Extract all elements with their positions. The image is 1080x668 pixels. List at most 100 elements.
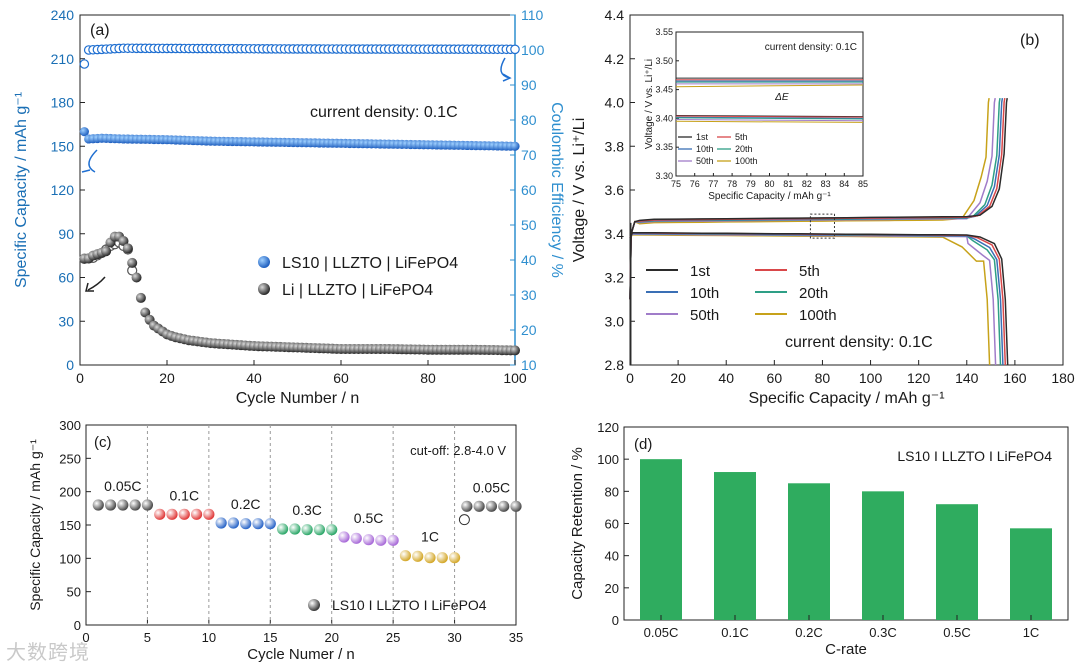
panel-a-label: (a)	[90, 22, 110, 39]
li-capacity-point	[127, 257, 138, 268]
panel-c-label: (c)	[94, 434, 112, 451]
rate-point-0.05C	[498, 500, 510, 512]
li-capacity-point	[140, 307, 151, 318]
li-capacity-point	[101, 246, 112, 257]
rate-point-0.1C	[203, 508, 215, 520]
ls10-ce-point	[79, 59, 90, 69]
discharge-curve-1st	[629, 231, 1009, 366]
legend-label-100th: 100th	[799, 307, 837, 324]
panel-a-y2-tick-label: 60	[521, 182, 537, 198]
legend-label-20th: 20th	[799, 285, 828, 302]
ce-arrow-head	[502, 73, 512, 82]
rate-point-0.5C	[375, 534, 387, 546]
panel-c-x-tick-label: 30	[447, 630, 461, 645]
inset-legend-label-5th: 5th	[735, 132, 748, 142]
panel-c-x-tick-label: 0	[82, 630, 89, 645]
rate-point-0.1C	[178, 508, 190, 520]
panel-c-y-tick-label: 250	[59, 451, 81, 466]
rate-point-0.3C	[301, 524, 313, 536]
zoom-box	[809, 213, 835, 239]
panel-a-y2-tick-label: 10	[521, 357, 537, 373]
rate-point-0.1C	[154, 508, 166, 520]
ls10-capacity-point	[79, 127, 89, 137]
rate-label-0.05C: 0.05C	[104, 478, 141, 494]
panel-a-y-tick-label: 180	[51, 95, 75, 111]
rate-point-0.05C	[129, 499, 141, 511]
panel-c-y-tick-label: 150	[59, 518, 81, 533]
inset-y-tick-label: 3.40	[655, 113, 673, 123]
panel-b-x-tick-label: 140	[955, 370, 979, 386]
rate-point-0.2C	[227, 517, 240, 529]
panel-a-x-tick-label: 20	[159, 370, 175, 386]
panel-c-x-tick-label: 35	[509, 630, 523, 645]
panel-a-y2-axis-label: Coulombic Efficiency / %	[548, 102, 565, 278]
rate-point-0.3C	[289, 523, 301, 535]
retention-bar-0.5C	[936, 504, 978, 620]
watermark-text: 大数跨境	[6, 640, 90, 664]
panel-a-y2-tick-label: 40	[521, 252, 537, 268]
retention-bar-1C	[1010, 528, 1052, 620]
inset-x-tick-label: 84	[839, 179, 849, 189]
inset-discharge-line-10th	[675, 116, 864, 119]
panel-b-x-tick-label: 60	[767, 370, 783, 386]
rate-point-0.05C	[104, 499, 117, 511]
panel-d-y-tick-label: 100	[597, 452, 619, 467]
panel-d-x-tick-label: 0.1C	[721, 625, 748, 640]
rate-point-0.2C	[252, 518, 264, 530]
panel-d-x-tick-label: 0.2C	[795, 625, 822, 640]
inset-x-tick-label: 80	[764, 179, 774, 189]
rate-point-0.1C	[166, 508, 178, 520]
panel-a-y-axis-label: Specific Capacity / mAh g⁻¹	[13, 92, 30, 288]
inset-x-tick-label: 79	[746, 179, 756, 189]
retention-bar-0.1C	[714, 472, 756, 620]
panel-d-x-axis-label: C-rate	[825, 641, 867, 658]
inset-legend-label-100th: 100th	[735, 156, 758, 166]
panel-c-y-tick-label: 50	[67, 585, 81, 600]
rate-point-0.5C	[362, 534, 375, 546]
legend-li-label: Li | LLZTO | LiFePO4	[282, 282, 433, 299]
inset-discharge-line-1st	[675, 115, 864, 118]
panel-a-y-tick-label: 240	[51, 7, 75, 23]
rate-point-1C	[436, 552, 448, 564]
li-capacity-point	[118, 236, 129, 247]
li-arrow-head	[85, 282, 94, 292]
rate-point-1C	[424, 552, 436, 564]
inset-y-tick-label: 3.55	[655, 27, 673, 37]
panel-a-x-tick-label: 100	[503, 370, 527, 386]
panel-d-x-tick-label: 0.3C	[869, 625, 896, 640]
rate-label-1C: 1C	[421, 529, 439, 545]
panel-c-x-tick-label: 10	[202, 630, 216, 645]
rate-point-0.05C	[510, 500, 522, 512]
panel-a-y-tick-label: 150	[51, 138, 75, 154]
panel-d-y-axis-label: Capacity Retention / %	[569, 447, 586, 600]
panel-b-x-tick-label: 0	[626, 370, 634, 386]
rate-point-0.05C	[141, 499, 154, 511]
panel-d-chart: 0 20 40 60 80 100 120 0.05C 0.1C 0.2C 0.3C 0.5C 1C C-…	[569, 420, 1069, 658]
rate-point-1C	[448, 552, 461, 564]
legend-label-50th: 50th	[690, 307, 719, 324]
panel-d-y-tick-label: 120	[597, 420, 619, 435]
panel-a-y2-tick-label: 100	[521, 42, 545, 58]
panel-c-legend-label: LS10 I LLZTO I LiFePO4	[332, 597, 487, 613]
inset-legend-label-10th: 10th	[696, 144, 714, 154]
panel-b-x-tick-label: 120	[907, 370, 931, 386]
panel-a-chart: 0 20 40 60 80 100 0 30 60 90 120 150 180 210 240 10 20 30…	[13, 7, 565, 407]
panel-b-y-tick-label: 4.4	[605, 7, 625, 23]
panel-c-ce-ring	[458, 514, 470, 526]
panel-b-chart: 0 20 40 60 80 100 120 140 160 180 2.8 3.0 3.2 3.4 3.6 3…	[571, 7, 1075, 407]
rate-label-0.2C: 0.2C	[231, 496, 261, 512]
panel-c-x-tick-label: 5	[144, 630, 151, 645]
inset-x-tick-label: 78	[727, 179, 737, 189]
panel-b-x-tick-label: 20	[670, 370, 686, 386]
inset-y-tick-label: 3.35	[655, 142, 673, 152]
panel-a-y-tick-label: 120	[51, 182, 75, 198]
panel-c-annotation: cut-off: 2.8-4.0 V	[410, 443, 506, 458]
rate-point-0.05C	[485, 500, 498, 512]
inset-y-tick-label: 3.30	[655, 171, 673, 181]
cap-arrow	[88, 149, 98, 173]
legend-ls10-label: LS10 | LLZTO | LiFePO4	[282, 255, 458, 272]
panel-a-y2-tick-label: 80	[521, 112, 537, 128]
panel-c-y-tick-label: 0	[74, 618, 81, 633]
panel-a-y-tick-label: 60	[58, 270, 74, 286]
panel-b-y-tick-label: 4.0	[605, 95, 625, 111]
